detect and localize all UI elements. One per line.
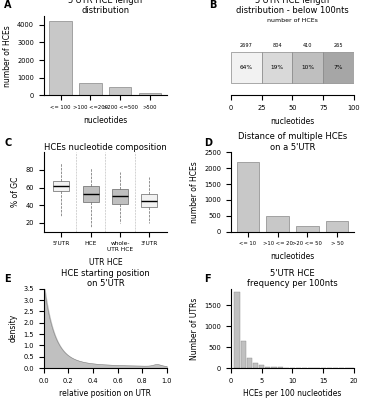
Title: 5'UTR HCE
frequency per 100nts: 5'UTR HCE frequency per 100nts bbox=[247, 268, 338, 288]
Bar bbox=[266, 216, 289, 232]
Text: A: A bbox=[4, 0, 12, 10]
Y-axis label: % of GC: % of GC bbox=[11, 177, 20, 207]
Bar bbox=[112, 189, 128, 204]
Bar bbox=[109, 87, 131, 95]
Bar bbox=[241, 341, 246, 368]
Text: B: B bbox=[209, 0, 216, 10]
Text: 7%: 7% bbox=[334, 65, 343, 70]
X-axis label: nucleotides: nucleotides bbox=[270, 252, 315, 261]
Text: number of HCEs: number of HCEs bbox=[267, 18, 318, 22]
Title: Distance of multiple HCEs
on a 5'UTR: Distance of multiple HCEs on a 5'UTR bbox=[238, 132, 347, 152]
Bar bbox=[272, 367, 277, 368]
Bar bbox=[237, 162, 259, 232]
Text: 410: 410 bbox=[303, 44, 313, 48]
Text: 804: 804 bbox=[272, 44, 282, 48]
Bar bbox=[326, 220, 349, 232]
Bar bbox=[49, 21, 72, 95]
Text: F: F bbox=[204, 274, 211, 284]
Bar bbox=[259, 366, 264, 368]
Title: HCE starting position
on 5'UTR: HCE starting position on 5'UTR bbox=[61, 268, 150, 288]
Text: C: C bbox=[4, 138, 12, 148]
Y-axis label: Number of UTRs: Number of UTRs bbox=[190, 297, 199, 360]
Bar bbox=[253, 363, 258, 368]
Bar bbox=[323, 52, 354, 83]
Text: 10%: 10% bbox=[301, 65, 314, 70]
Title: HCEs nucleotide composition: HCEs nucleotide composition bbox=[44, 142, 167, 152]
Bar bbox=[234, 292, 240, 368]
X-axis label: HCEs per 100 nucleotides: HCEs per 100 nucleotides bbox=[243, 389, 342, 398]
Bar bbox=[139, 93, 161, 95]
Bar bbox=[262, 52, 292, 83]
Y-axis label: number of HCEs: number of HCEs bbox=[3, 25, 12, 86]
Title: 5'UTR HCE length
distribution - below 100nts: 5'UTR HCE length distribution - below 10… bbox=[236, 0, 349, 15]
Bar bbox=[265, 367, 270, 368]
Bar bbox=[296, 226, 319, 232]
Bar bbox=[247, 358, 252, 368]
Bar bbox=[79, 83, 101, 95]
Text: 2697: 2697 bbox=[240, 44, 253, 48]
Text: 265: 265 bbox=[334, 44, 343, 48]
Bar bbox=[141, 194, 157, 207]
X-axis label: nucleotides: nucleotides bbox=[270, 116, 315, 126]
Title: 5'UTR HCE length
distribution: 5'UTR HCE length distribution bbox=[68, 0, 142, 15]
Bar bbox=[231, 52, 262, 83]
Bar bbox=[82, 186, 99, 202]
X-axis label: relative position on UTR: relative position on UTR bbox=[59, 389, 151, 398]
Text: 19%: 19% bbox=[270, 65, 284, 70]
Text: E: E bbox=[4, 274, 11, 284]
X-axis label: UTR HCE: UTR HCE bbox=[89, 258, 122, 267]
Bar bbox=[292, 52, 323, 83]
Text: 64%: 64% bbox=[240, 65, 253, 70]
Y-axis label: number of HCEs: number of HCEs bbox=[190, 161, 199, 223]
X-axis label: nucleotides: nucleotides bbox=[83, 116, 127, 124]
Text: D: D bbox=[204, 138, 212, 148]
Bar bbox=[53, 180, 69, 191]
Y-axis label: density: density bbox=[9, 314, 18, 342]
